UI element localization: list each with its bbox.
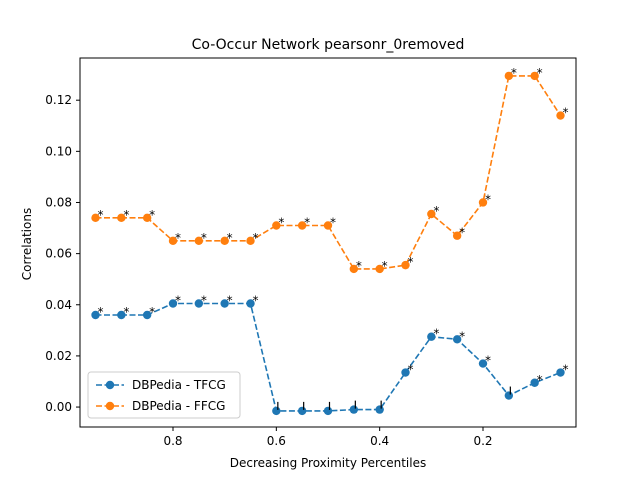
chart-title: Co-Occur Network pearsonr_0removed: [192, 37, 465, 53]
data-point: [478, 359, 488, 368]
significance-marker: *: [227, 231, 233, 245]
data-point: [117, 213, 126, 223]
y-tick-label: 0.08: [45, 195, 72, 209]
significance-marker: *: [537, 373, 543, 387]
y-tick-label: 0.04: [45, 298, 72, 312]
series-2: * * * * * * * * * * * * * * * * * * *: [91, 66, 569, 274]
data-point: [478, 198, 488, 207]
significance-marker: *: [304, 215, 310, 229]
significance-marker: *: [563, 106, 569, 120]
data-point: [504, 391, 514, 400]
x-tick-label: 0.4: [370, 434, 389, 448]
series-1: * * * * * * * * * * * * *: [91, 293, 569, 416]
legend-label: DBPedia - TFCG: [132, 378, 226, 392]
data-point: [452, 335, 462, 344]
significance-marker: *: [485, 354, 491, 368]
data-point: [556, 111, 565, 120]
data-point: [91, 213, 100, 223]
x-tick-label: 0.8: [163, 434, 182, 448]
data-point: [142, 310, 152, 320]
significance-marker: *: [149, 305, 155, 319]
data-point: [220, 299, 229, 308]
data-point: [375, 405, 384, 414]
significance-marker: *: [459, 329, 465, 343]
data-point: [220, 236, 229, 246]
legend-marker: [105, 380, 115, 390]
data-point: [272, 221, 281, 230]
x-axis-label: Decreasing Proximity Percentiles: [230, 456, 426, 470]
y-axis: 0.00 0.02 0.04 0.06 0.08 0.10 0.12: [45, 93, 80, 414]
y-tick-label: 0.00: [45, 400, 72, 414]
data-point: [530, 71, 539, 81]
significance-marker: *: [408, 363, 414, 377]
data-point: [375, 264, 384, 274]
y-tick-label: 0.02: [45, 349, 72, 363]
data-point: [427, 332, 436, 341]
significance-marker: *: [278, 215, 284, 229]
data-point: [349, 405, 359, 414]
significance-marker: *: [227, 293, 233, 307]
significance-marker: *: [408, 255, 414, 269]
data-point: [168, 299, 178, 308]
data-point: [272, 406, 281, 416]
data-point: [530, 378, 539, 387]
significance-marker: *: [98, 208, 104, 222]
data-point: [504, 71, 514, 81]
data-point: [142, 213, 152, 223]
significance-marker: *: [123, 208, 129, 222]
significance-marker: *: [123, 305, 129, 319]
significance-marker: *: [433, 327, 439, 341]
significance-marker: *: [149, 208, 155, 222]
data-point: [168, 236, 178, 246]
significance-marker: *: [511, 66, 517, 80]
significance-marker: *: [175, 293, 181, 307]
data-point: [401, 260, 410, 270]
x-tick-label: 0.6: [267, 434, 286, 448]
legend: DBPedia - TFCG DBPedia - FFCG: [87, 371, 241, 419]
data-point: [91, 310, 100, 320]
significance-marker: *: [98, 305, 104, 319]
x-axis: 0.8 0.6 0.4 0.2: [163, 427, 493, 448]
legend-marker: [105, 401, 115, 411]
significance-marker: *: [253, 231, 259, 245]
data-point: [323, 221, 333, 230]
significance-marker: *: [201, 293, 207, 307]
legend-box: [87, 371, 241, 419]
significance-marker: *: [175, 231, 181, 245]
data-point: [194, 236, 204, 246]
data-point: [117, 310, 126, 320]
significance-marker: *: [537, 66, 543, 80]
data-point: [556, 368, 565, 377]
data-point: [246, 299, 255, 308]
significance-marker: *: [485, 192, 491, 206]
data-point: [297, 406, 307, 416]
data-point: [323, 406, 333, 416]
y-axis-label: Correlations: [20, 208, 34, 280]
significance-marker: *: [563, 363, 569, 377]
data-point: [194, 299, 204, 308]
plot-frame: [79, 57, 577, 428]
significance-marker: *: [382, 259, 388, 273]
data-point: [401, 368, 410, 377]
significance-marker: *: [330, 215, 336, 229]
data-point: [452, 231, 462, 240]
data-point: [349, 264, 359, 274]
significance-marker: *: [433, 204, 439, 218]
y-tick-label: 0.06: [45, 247, 72, 261]
significance-marker: *: [356, 259, 362, 273]
plot-area: [79, 57, 577, 428]
significance-marker: *: [253, 293, 259, 307]
significance-marker: *: [459, 226, 465, 240]
significance-marker: *: [201, 231, 207, 245]
data-point: [427, 209, 436, 219]
legend-label: DBPedia - FFCG: [132, 399, 225, 413]
data-point: [246, 236, 255, 246]
data-point: [297, 221, 307, 230]
y-tick-label: 0.10: [45, 144, 72, 158]
x-tick-label: 0.2: [473, 434, 492, 448]
y-tick-label: 0.12: [45, 93, 72, 107]
series-group: * * * * * * * * * * * * * * * * * * * * * * * * * * * * * * * *: [91, 66, 569, 416]
